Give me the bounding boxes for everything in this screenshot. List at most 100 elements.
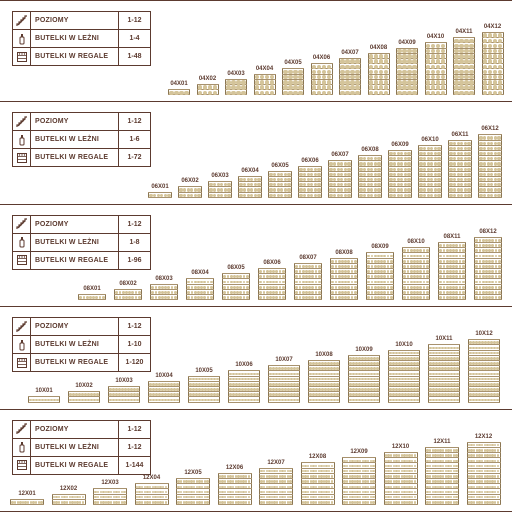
rack: 06X01 [148, 192, 172, 198]
rack: 10X02 [68, 391, 100, 402]
rack-label: 10X08 [308, 352, 340, 358]
rack-label: 10X12 [468, 331, 500, 337]
rack-label: 06X10 [418, 137, 442, 143]
rack-label: 10X05 [188, 368, 220, 374]
rack-label: 04X07 [339, 50, 361, 56]
rack: 04X03 [225, 79, 247, 96]
rack-label: 12X07 [259, 460, 293, 466]
rack: 04X12 [482, 32, 504, 95]
rack: 10X08 [308, 360, 340, 403]
rack-label: 04X04 [254, 66, 276, 72]
rack-label: 10X11 [428, 336, 460, 342]
rack-label: 10X04 [148, 373, 180, 379]
panel: POZIOMY1-12BUTELKI W LEŻNI1-4BUTELKI W R… [0, 0, 512, 102]
rack-label: 08X12 [474, 229, 502, 235]
rack: 04X08 [368, 53, 390, 96]
rack: 04X11 [453, 37, 475, 95]
rack-label: 06X12 [478, 126, 502, 132]
rack-label: 04X08 [368, 45, 390, 51]
rack-label: 12X02 [52, 486, 86, 492]
rack-label: 08X02 [114, 281, 142, 287]
rack: 12X09 [342, 457, 376, 505]
rack: 12X10 [384, 452, 418, 505]
rack-label: 08X03 [150, 276, 178, 282]
rack-label: 12X10 [384, 444, 418, 450]
rack-label: 10X02 [68, 383, 100, 389]
rack-label: 12X01 [10, 491, 44, 497]
rack-label: 08X06 [258, 260, 286, 266]
rack: 06X11 [448, 140, 472, 198]
rack: 12X05 [176, 478, 210, 505]
rack-label: 06X08 [358, 147, 382, 153]
rack-label: 10X10 [388, 342, 420, 348]
rack-label: 04X09 [396, 40, 418, 46]
rack: 08X04 [186, 278, 214, 300]
rack-label: 12X08 [301, 454, 335, 460]
rack: 08X02 [114, 289, 142, 300]
rack-label: 04X11 [453, 29, 475, 35]
rack: 08X12 [474, 237, 502, 300]
rack-label: 04X01 [168, 81, 190, 87]
rack-label: 06X04 [238, 168, 262, 174]
rack: 12X12 [467, 442, 501, 505]
rack: 10X04 [148, 381, 180, 403]
rack: 10X12 [468, 339, 500, 402]
rack: 10X11 [428, 344, 460, 402]
rack: 10X09 [348, 355, 380, 403]
rack-label: 06X02 [178, 178, 202, 184]
rack-label: 06X06 [298, 158, 322, 164]
rack: 06X04 [238, 176, 262, 198]
rack: 04X06 [311, 63, 333, 95]
rack-label: 06X01 [148, 184, 172, 190]
rack-label: 12X09 [342, 449, 376, 455]
rack: 12X02 [52, 494, 86, 505]
rack-row: 12X01 12X02 12X03 12X04 12X05 12X06 12X07 12X08… [0, 415, 512, 505]
rack-row: 10X01 10X02 10X03 10X04 10X05 10X06 10X07 10X08… [0, 313, 512, 403]
rack-label: 04X03 [225, 71, 247, 77]
rack: 06X06 [298, 166, 322, 198]
rack-label: 10X06 [228, 362, 260, 368]
rack: 10X10 [388, 350, 420, 403]
rack-row: 08X01 08X02 08X03 08X04 08X05 08X06 08X07 08X08… [0, 210, 512, 300]
rack: 12X11 [425, 447, 459, 505]
rack: 06X03 [208, 181, 232, 198]
rack-label: 06X03 [208, 173, 232, 179]
rack-label: 08X04 [186, 270, 214, 276]
rack-label: 10X07 [268, 357, 300, 363]
rack-row: 04X0104X0204X0304X0404X0504X0604X0704X08… [0, 5, 512, 95]
rack-label: 10X01 [28, 388, 60, 394]
rack-row: 06X0106X0206X0306X0406X0506X0606X0706X08… [0, 108, 512, 198]
rack-label: 08X07 [294, 255, 322, 261]
rack-label: 12X06 [218, 465, 252, 471]
rack: 04X09 [396, 48, 418, 96]
rack-label: 08X10 [402, 239, 430, 245]
rack: 06X05 [268, 171, 292, 198]
rack-label: 08X01 [78, 286, 106, 292]
rack-label: 08X09 [366, 244, 394, 250]
rack-label: 12X04 [135, 475, 169, 481]
rack-label: 10X03 [108, 378, 140, 384]
rack: 06X08 [358, 155, 382, 198]
rack: 04X04 [254, 74, 276, 96]
rack: 10X01 [28, 396, 60, 402]
rack-label: 08X08 [330, 250, 358, 256]
rack: 12X01 [10, 499, 44, 505]
rack-label: 06X07 [328, 152, 352, 158]
rack: 12X03 [93, 488, 127, 505]
panel: POZIOMY1-12BUTELKI W LEŻNI1-10BUTELKI W … [0, 307, 512, 409]
rack-label: 08X05 [222, 265, 250, 271]
rack: 06X07 [328, 160, 352, 197]
rack: 08X09 [366, 252, 394, 300]
rack: 04X07 [339, 58, 361, 95]
rack-label: 12X05 [176, 470, 210, 476]
rack: 06X10 [418, 145, 442, 198]
rack-label: 12X11 [425, 439, 459, 445]
panel: POZIOMY1-12BUTELKI W LEŻNI1-8BUTELKI W R… [0, 205, 512, 307]
rack: 08X05 [222, 273, 250, 300]
rack-label: 06X09 [388, 142, 412, 148]
rack: 04X05 [282, 68, 304, 95]
rack: 08X10 [402, 247, 430, 300]
panel: POZIOMY1-12BUTELKI W LEŻNI1-12BUTELKI W … [0, 410, 512, 512]
rack: 08X08 [330, 258, 358, 301]
rack-label: 12X12 [467, 434, 501, 440]
